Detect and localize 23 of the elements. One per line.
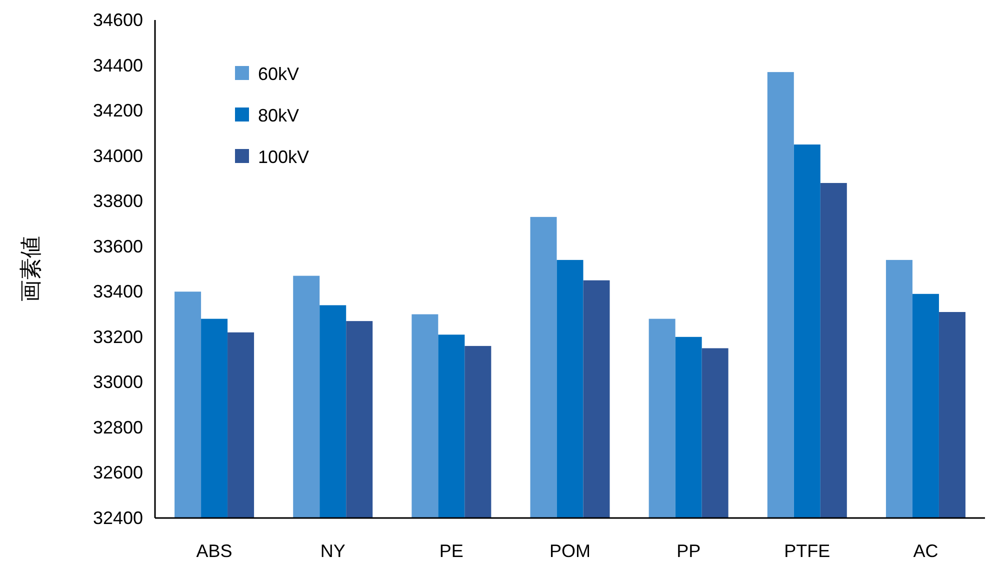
y-tick-label: 32600 — [92, 462, 143, 483]
x-tick-label: NY — [320, 541, 346, 561]
legend-label: 100kV — [258, 147, 310, 167]
legend-label: 80kV — [258, 106, 300, 126]
y-tick-label: 34400 — [92, 55, 143, 76]
x-tick-label: PE — [439, 541, 464, 561]
y-tick-label: 33400 — [92, 282, 143, 302]
y-tick-label: 34200 — [92, 100, 143, 121]
legend-label: 60kV — [258, 64, 300, 84]
x-tick-label: PTFE — [784, 541, 830, 561]
x-tick-label: PP — [676, 541, 701, 561]
y-tick-label: 34600 — [92, 10, 143, 30]
x-tick-label: POM — [549, 541, 591, 561]
y-tick-label: 33600 — [92, 236, 143, 256]
x-tick-label: ABS — [196, 541, 232, 561]
y-axis-title: 画素値 — [18, 236, 43, 302]
y-tick-label: 34000 — [92, 146, 143, 166]
y-tick-label: 33000 — [92, 372, 143, 392]
x-tick-label: AC — [913, 541, 938, 561]
y-tick-label: 32800 — [92, 417, 143, 438]
y-tick-label: 33200 — [92, 326, 143, 347]
y-tick-label: 33800 — [92, 191, 143, 212]
y-tick-label: 32400 — [92, 508, 143, 528]
